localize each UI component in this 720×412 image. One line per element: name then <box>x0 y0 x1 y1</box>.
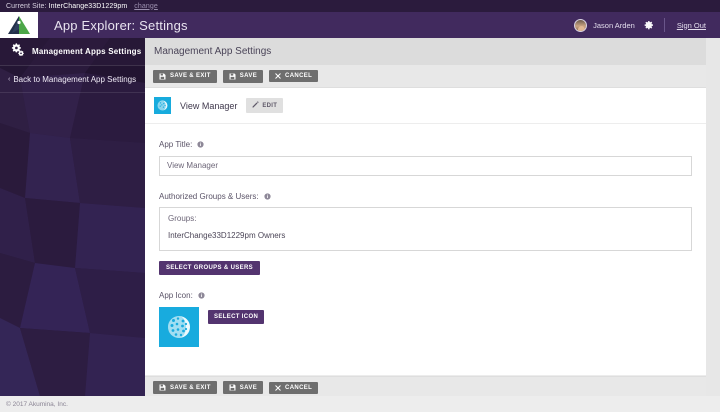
authorized-groups-label: Authorized Groups & Users: <box>159 191 259 201</box>
app-title-field: App Title: <box>145 140 706 176</box>
settings-panel: View Manager EDIT App Title: <box>145 88 706 376</box>
sidebar-polygon-background <box>0 38 145 396</box>
content-area: Management App Settings SAVE & EXIT <box>145 38 706 412</box>
current-site-bar: Current Site: InterChange33D1229pm chang… <box>0 0 720 12</box>
select-groups-and-users-button[interactable]: SELECT GROUPS & USERS <box>159 260 261 275</box>
user-name[interactable]: Jason Arden <box>593 20 635 30</box>
save-and-exit-button-bottom[interactable]: SAVE & EXIT <box>153 381 217 394</box>
save-exit-icon <box>159 73 166 80</box>
app-title-label-row: App Title: <box>159 140 692 149</box>
toolbar-bottom: SAVE & EXIT SAVE <box>145 375 706 399</box>
save-and-exit-label-bottom: SAVE & EXIT <box>170 384 211 391</box>
authorized-label-row: Authorized Groups & Users: <box>159 192 692 201</box>
close-icon <box>275 73 281 79</box>
save-label-bottom: SAVE <box>239 384 258 391</box>
globe-dots-icon <box>159 306 199 347</box>
sidebar-back-link[interactable]: ‹ Back to Management App Settings <box>0 66 145 92</box>
cancel-label-top: CANCEL <box>285 73 313 79</box>
copyright-text: © 2017 Akumina, Inc. <box>6 400 68 408</box>
save-exit-icon <box>159 384 166 391</box>
header-divider <box>663 18 665 32</box>
close-icon <box>275 384 281 391</box>
app-title-input[interactable] <box>159 155 692 176</box>
current-site-name: InterChange33D1229pm <box>48 2 128 10</box>
select-icon-button[interactable]: SELECT ICON <box>208 309 265 324</box>
groups-sublabel: Groups: <box>168 213 197 223</box>
avatar[interactable] <box>574 18 588 32</box>
current-site-label: Current Site: <box>6 2 47 10</box>
save-button-bottom[interactable]: SAVE <box>222 381 264 394</box>
app-header: App Explorer: Settings Jason Arden Sign … <box>0 12 720 38</box>
authorized-groups-field: Authorized Groups & Users: Groups: Inter… <box>145 192 706 275</box>
save-and-exit-label-top: SAVE & EXIT <box>170 73 211 79</box>
app-icon-label: App Icon: <box>159 290 193 300</box>
app-icon-label-row: App Icon: <box>159 291 692 300</box>
edit-button[interactable]: EDIT <box>246 98 284 113</box>
content-title: Management App Settings <box>154 46 272 57</box>
app-icon-row: SELECT ICON <box>159 306 692 347</box>
app-title-label: App Title: <box>159 140 193 149</box>
save-button-top[interactable]: SAVE <box>222 69 264 83</box>
sidebar-separator-2 <box>0 92 145 93</box>
group-item: InterChange33D1229pm Owners <box>168 230 286 240</box>
logo-container[interactable] <box>0 12 38 38</box>
footer: © 2017 Akumina, Inc. <box>0 396 720 412</box>
pencil-icon <box>252 101 260 110</box>
save-and-exit-button-top[interactable]: SAVE & EXIT <box>153 69 217 83</box>
info-icon[interactable] <box>198 291 205 299</box>
sign-out-link[interactable]: Sign Out <box>676 20 706 30</box>
sidebar: Management Apps Settings ‹ Back to Manag… <box>0 38 145 396</box>
triangle-logo-icon <box>8 16 30 34</box>
info-icon[interactable] <box>264 192 271 200</box>
right-gutter <box>706 38 720 412</box>
sidebar-back-label: Back to Management App Settings <box>13 74 137 84</box>
page-title: App Explorer: Settings <box>54 17 188 33</box>
floppy-icon <box>229 384 236 391</box>
toolbar-top: SAVE & EXIT SAVE <box>145 65 706 88</box>
cancel-button-bottom[interactable]: CANCEL <box>269 381 319 394</box>
sidebar-item-management-apps-settings[interactable]: Management Apps Settings <box>0 38 145 65</box>
body-wrapper: Management Apps Settings ‹ Back to Manag… <box>0 38 720 412</box>
app-name: View Manager <box>180 100 238 111</box>
floppy-icon <box>229 73 236 80</box>
content-title-bar: Management App Settings <box>145 38 706 65</box>
sidebar-heading-label: Management Apps Settings <box>32 47 142 56</box>
info-icon[interactable] <box>197 141 204 148</box>
groups-list-box: Groups: InterChange33D1229pm Owners <box>159 206 692 251</box>
change-site-link[interactable]: change <box>134 2 158 10</box>
edit-label: EDIT <box>262 102 278 109</box>
chevron-left-icon: ‹ <box>8 75 11 83</box>
save-label-top: SAVE <box>239 73 258 79</box>
header-user-area: Jason Arden Sign Out <box>574 12 706 38</box>
gears-icon <box>10 42 24 61</box>
gear-icon[interactable] <box>644 20 654 30</box>
app-icon-field: App Icon: <box>145 291 706 347</box>
view-manager-icon <box>154 97 171 114</box>
cancel-label-bottom: CANCEL <box>285 384 313 391</box>
app-header-row: View Manager EDIT <box>145 88 706 124</box>
cancel-button-top[interactable]: CANCEL <box>269 70 319 82</box>
sidebar-separator <box>0 65 145 66</box>
